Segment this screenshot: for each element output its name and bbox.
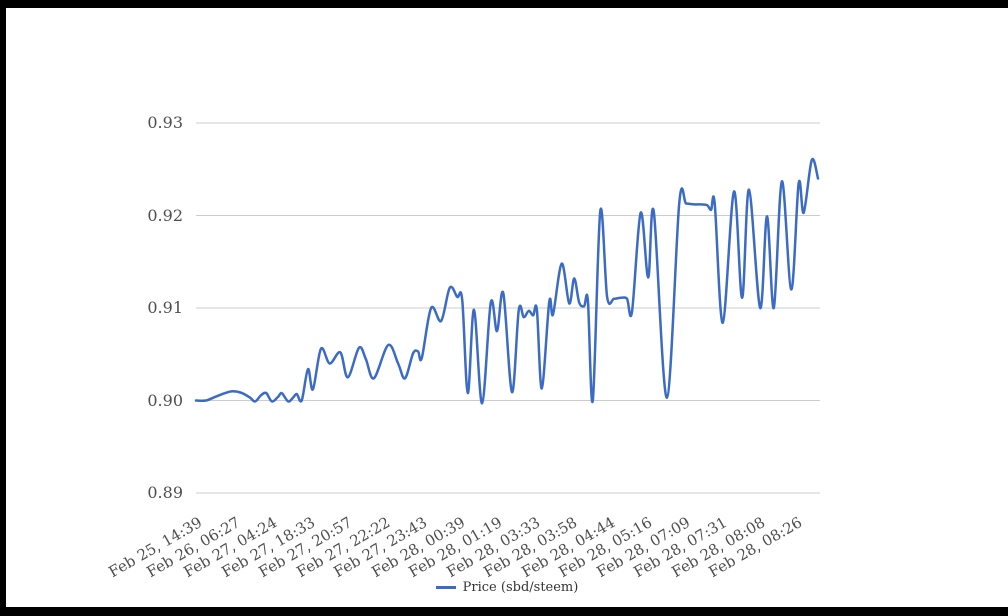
- legend: Price (sbd/steem): [6, 580, 1008, 595]
- y-tick-label: 0.92: [147, 205, 183, 225]
- legend-line-swatch: [435, 586, 456, 589]
- price-line-chart: 0.93 0.92 0.91 0.90 0.89 Feb 25, 14:39 Feb 26…: [6, 8, 1008, 607]
- y-tick-label: 0.93: [147, 113, 183, 132]
- y-tick-label: 0.91: [147, 298, 183, 317]
- y-tick-label: 0.90: [147, 390, 183, 410]
- plot-area: [194, 122, 820, 494]
- price-series-line: [194, 157, 820, 405]
- chart-panel: 0.93 0.92 0.91 0.90 0.89 Feb 25, 14:39 Feb 26…: [6, 8, 1008, 607]
- y-tick-label: 0.89: [147, 483, 183, 502]
- legend-label: Price (sbd/steem): [462, 580, 579, 595]
